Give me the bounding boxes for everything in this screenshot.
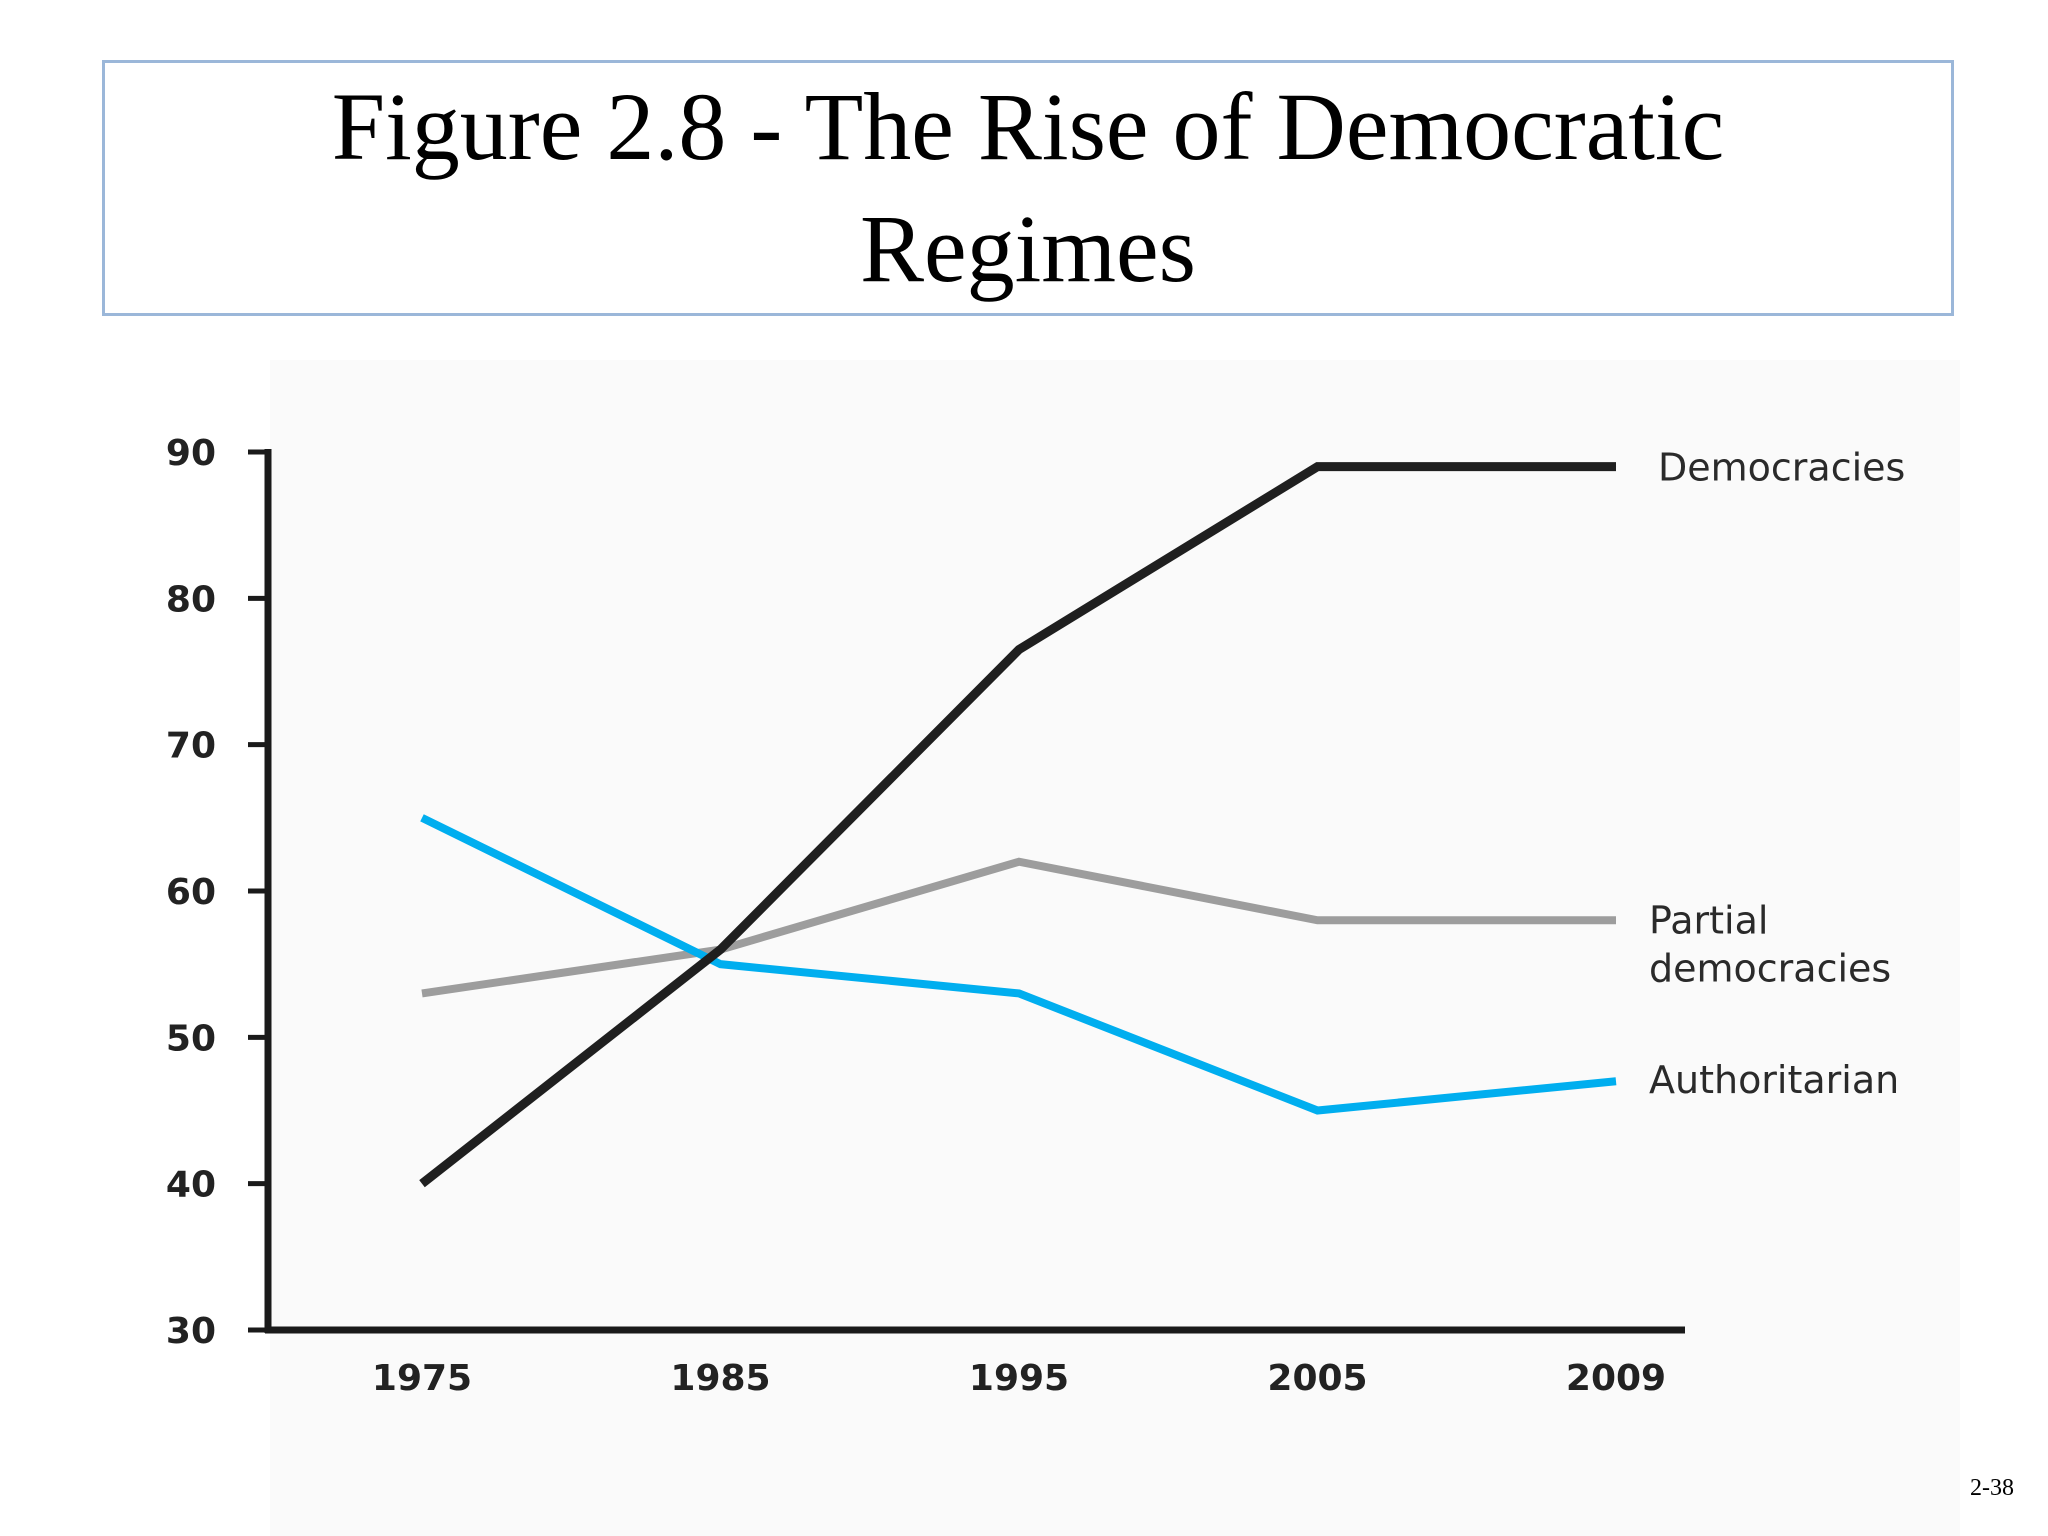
slide-title: Figure 2.8 - The Rise of Democratic Regi… (331, 73, 1725, 302)
y-tick-label: 90 (166, 433, 216, 474)
series-label-democracies: Democracies (1658, 446, 1905, 490)
chart-background (270, 360, 1960, 1536)
y-tick-label: 60 (166, 872, 216, 913)
x-tick-label: 1975 (372, 1358, 472, 1399)
x-tick-label: 2009 (1566, 1358, 1666, 1399)
title-box: Figure 2.8 - The Rise of Democratic Regi… (102, 60, 1954, 316)
y-tick-label: 40 (166, 1165, 216, 1206)
series-line-partial-democracies (421, 857, 1616, 998)
slide-number: 2-38 (1970, 1475, 2014, 1501)
y-tick-label: 80 (166, 579, 216, 620)
x-tick-label: 2005 (1267, 1358, 1367, 1399)
series-label-partial-democracies: Partial democracies (1649, 898, 1891, 990)
series-line-democracies (419, 462, 1616, 1188)
x-tick-label: 1995 (969, 1358, 1069, 1399)
y-tick-label: 30 (166, 1311, 216, 1352)
series-label-authoritarian: Authoritarian (1649, 1058, 1899, 1102)
y-tick-label: 70 (166, 726, 216, 767)
y-tick-label: 50 (166, 1018, 216, 1059)
x-tick-label: 1985 (670, 1358, 770, 1399)
